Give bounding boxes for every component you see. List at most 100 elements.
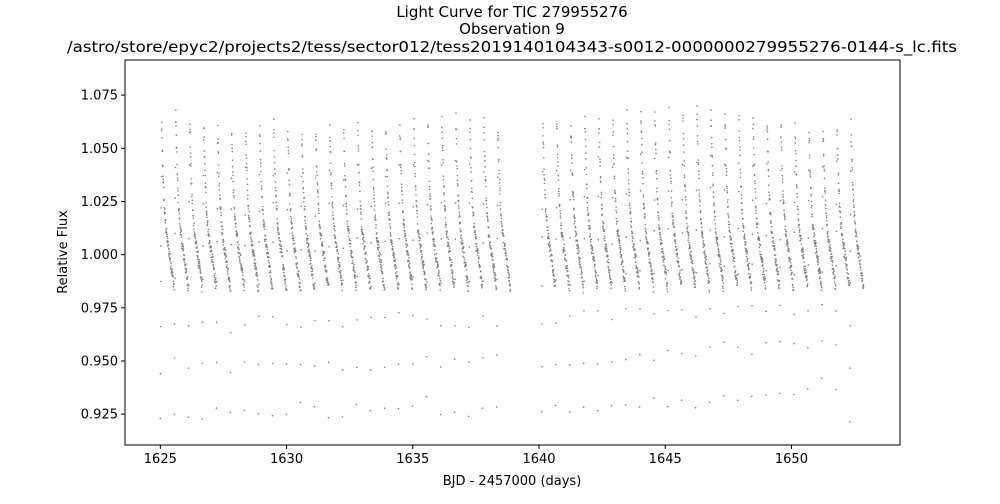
data-point [414, 165, 416, 168]
data-point [709, 263, 711, 265]
data-point [695, 355, 697, 357]
data-point [263, 228, 266, 230]
data-point [330, 172, 332, 174]
data-point [244, 324, 246, 326]
data-point [261, 196, 263, 199]
data-point [785, 234, 787, 236]
data-point [815, 250, 818, 252]
data-point [409, 275, 411, 278]
data-point [216, 280, 218, 283]
data-point [398, 283, 400, 286]
data-point [410, 277, 413, 280]
data-point [482, 203, 485, 205]
data-point [234, 226, 237, 228]
data-point [571, 172, 573, 174]
data-point [247, 214, 250, 217]
data-point [413, 137, 416, 140]
data-point [279, 240, 282, 243]
data-point [357, 145, 360, 147]
data-point [823, 187, 826, 190]
data-point [766, 131, 769, 133]
data-point [688, 241, 690, 244]
data-point [469, 131, 471, 133]
data-point [507, 272, 510, 274]
data-point [782, 199, 785, 201]
data-point [654, 111, 656, 113]
data-point [762, 264, 764, 266]
data-point [793, 231, 796, 233]
data-point [447, 236, 449, 238]
data-point [214, 280, 216, 282]
data-point [181, 247, 183, 250]
data-point [419, 237, 421, 240]
data-point [780, 140, 783, 143]
data-point [436, 260, 439, 263]
data-point [655, 152, 657, 155]
data-point [615, 209, 617, 212]
data-point [725, 167, 728, 170]
data-point [385, 154, 388, 156]
data-point [637, 281, 640, 284]
data-point [254, 262, 257, 265]
data-point [659, 231, 661, 234]
data-point [599, 177, 602, 179]
data-point [421, 253, 423, 256]
data-point [494, 272, 497, 274]
data-point [425, 279, 427, 281]
data-point [739, 176, 742, 179]
data-point [810, 195, 812, 197]
data-point [474, 229, 477, 232]
data-point [668, 123, 670, 126]
data-point [236, 235, 238, 238]
data-point [418, 233, 421, 235]
data-point [795, 184, 798, 186]
data-point [822, 130, 824, 133]
data-point [404, 234, 407, 236]
data-point [803, 261, 806, 263]
data-point [721, 268, 723, 271]
data-point [572, 195, 575, 198]
data-point [470, 171, 473, 173]
data-point [448, 256, 451, 259]
data-point [455, 137, 458, 140]
data-point [838, 192, 840, 195]
data-point [708, 291, 711, 293]
data-point [727, 215, 730, 217]
data-point [645, 238, 648, 241]
data-point [311, 265, 313, 267]
data-point [558, 193, 560, 195]
data-point [215, 285, 217, 287]
data-point [181, 243, 184, 246]
data-point [377, 247, 379, 250]
data-point [229, 331, 232, 334]
data-point [712, 185, 714, 187]
data-point [421, 263, 424, 265]
data-point [283, 267, 286, 269]
data-point [259, 125, 261, 127]
data-point [313, 365, 316, 367]
data-point [798, 224, 800, 227]
data-point [319, 237, 322, 240]
data-point [634, 249, 636, 251]
data-point [285, 413, 288, 416]
data-point [289, 195, 291, 197]
data-point [346, 220, 349, 222]
data-point [416, 206, 418, 208]
data-point [316, 165, 318, 168]
data-point [805, 279, 808, 282]
data-point [639, 153, 642, 155]
data-point [837, 174, 839, 176]
data-point [289, 215, 292, 218]
data-point [576, 247, 578, 249]
data-point [851, 160, 853, 162]
data-point [299, 363, 302, 366]
data-point [159, 325, 162, 328]
data-point [450, 265, 453, 267]
data-point [342, 179, 345, 181]
data-point [544, 193, 546, 196]
data-point [227, 273, 229, 275]
data-point [796, 187, 798, 189]
y-tick-label: 1.025 [81, 195, 118, 210]
data-point [205, 191, 207, 194]
data-point [344, 165, 346, 167]
